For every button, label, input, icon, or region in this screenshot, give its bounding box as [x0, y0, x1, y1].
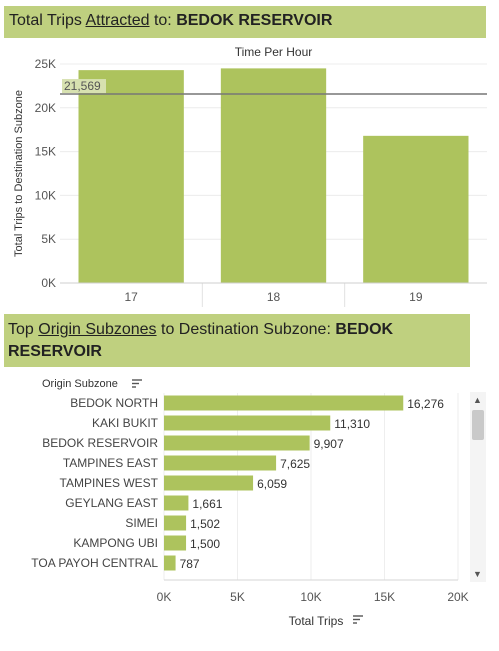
title2-prefix: Top [8, 321, 39, 338]
x-tick-label: 15K [374, 590, 395, 604]
scroll-thumb[interactable] [472, 410, 484, 440]
row-label: TAMPINES WEST [60, 476, 159, 490]
title-prefix: Total Trips [9, 12, 86, 29]
x-tick-label: 20K [447, 590, 468, 604]
bar-tampines-east [164, 455, 277, 471]
bar-value-label: 1,661 [192, 497, 222, 511]
x-tick-label: 5K [230, 590, 245, 604]
origin-subzones-chart: Origin Subzone BEDOK NORTH 16,276 KAKI BUKI… [0, 378, 470, 640]
bar-geylang-east [164, 495, 189, 511]
x-tick-label: 0K [157, 590, 172, 604]
x-tick-label: 18 [267, 290, 281, 304]
row-label: KAKI BUKIT [92, 416, 159, 430]
chart-title: Time Per Hour [235, 45, 313, 59]
y-tick-label: 15K [35, 145, 56, 159]
x-axis-label: Total Trips [289, 614, 344, 628]
attracted-link[interactable]: Attracted [85, 12, 150, 29]
y-tick-label: 10K [35, 188, 56, 202]
row-label: SIMEI [125, 516, 158, 530]
scroll-down-icon[interactable]: ▼ [473, 569, 482, 579]
origin-subzones-link[interactable]: Origin Subzones [38, 321, 157, 338]
bar-hour-17 [78, 70, 184, 283]
x-tick-label: 17 [124, 290, 138, 304]
title-mid: to: [149, 12, 177, 29]
x-tick-label: 19 [409, 290, 423, 304]
bar-hour-18 [220, 68, 327, 283]
bar-value-label: 7,625 [280, 457, 310, 471]
bar-value-label: 1,502 [190, 517, 220, 531]
reference-label-bg [62, 79, 106, 94]
row-label: GEYLANG EAST [65, 496, 158, 510]
origin-subzones-header: Top Origin Subzones to Destination Subzo… [4, 314, 470, 367]
y-tick-label: 0K [41, 276, 56, 290]
row-header-label: Origin Subzone [42, 378, 118, 390]
bar-value-label: 787 [180, 557, 200, 571]
origin-subzones-title: Top Origin Subzones to Destination Subzo… [8, 319, 448, 363]
bar-toa-payoh-central [164, 555, 176, 571]
y-tick-label: 5K [41, 232, 56, 246]
bar-kaki-bukit [164, 415, 331, 431]
bar-kampong-ubi [164, 535, 187, 551]
hourly-trips-chart: Time Per Hour Total Trips to Destination … [13, 45, 487, 307]
scroll-up-icon[interactable]: ▲ [473, 395, 482, 405]
row-label: KAMPONG UBI [73, 536, 158, 550]
trips-attracted-title: Total Trips Attracted to: BEDOK RESERVOI… [9, 12, 332, 30]
y-tick-label: 20K [35, 101, 56, 115]
y-tick-label: 25K [35, 57, 56, 71]
bar-value-label: 9,907 [314, 437, 344, 451]
bar-value-label: 1,500 [190, 537, 220, 551]
reference-line-label: 21,569 [64, 79, 101, 93]
bar-simei [164, 515, 187, 531]
scroll-mask [0, 580, 470, 640]
bar-value-label: 11,310 [334, 417, 370, 431]
row-label: BEDOK NORTH [70, 396, 158, 410]
bar-hour-19 [363, 135, 469, 283]
trips-attracted-header: Total Trips Attracted to: BEDOK RESERVOI… [4, 6, 486, 38]
bar-bedok-north [164, 395, 404, 411]
destination2-name: BEDOK RESERVOIR [8, 321, 394, 360]
bar-value-label: 16,276 [407, 397, 444, 411]
title2-mid: to Destination Subzone: [156, 321, 336, 338]
row-label: BEDOK RESERVOIR [42, 436, 158, 450]
row-label: TOA PAYOH CENTRAL [31, 556, 158, 570]
bar-bedok-reservoir [164, 435, 310, 451]
bar-tampines-west [164, 475, 254, 491]
y-axis-label: Total Trips to Destination Subzone [13, 90, 25, 257]
bar-value-label: 6,059 [257, 477, 287, 491]
row-label: TAMPINES EAST [63, 456, 159, 470]
x-tick-label: 10K [300, 590, 321, 604]
list-scrollbar[interactable]: ▲ ▼ [470, 392, 486, 582]
destination-name: BEDOK RESERVOIR [176, 12, 333, 29]
